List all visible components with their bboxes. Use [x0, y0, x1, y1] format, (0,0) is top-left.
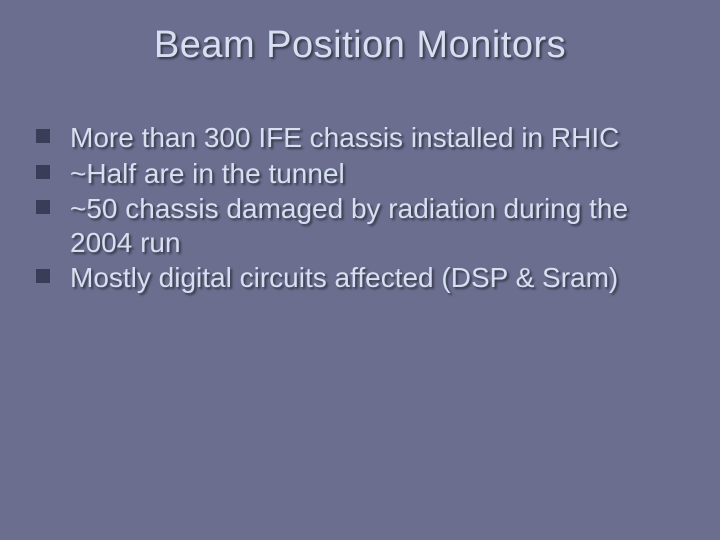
bullet-item: More than 300 IFE chassis installed in R… — [36, 121, 684, 155]
bullet-text: More than 300 IFE chassis installed in R… — [70, 122, 619, 153]
bullet-list: More than 300 IFE chassis installed in R… — [36, 121, 684, 295]
bullet-text: ~50 chassis damaged by radiation during … — [70, 193, 628, 258]
bullet-text: ~Half are in the tunnel — [70, 158, 345, 189]
square-bullet-icon — [36, 269, 50, 283]
slide-title: Beam Position Monitors — [36, 24, 684, 67]
bullet-item: ~50 chassis damaged by radiation during … — [36, 192, 684, 259]
bullet-text: Mostly digital circuits affected (DSP & … — [70, 262, 618, 293]
square-bullet-icon — [36, 200, 50, 214]
square-bullet-icon — [36, 165, 50, 179]
square-bullet-icon — [36, 129, 50, 143]
bullet-item: Mostly digital circuits affected (DSP & … — [36, 261, 684, 295]
slide: Beam Position Monitors More than 300 IFE… — [0, 0, 720, 540]
bullet-item: ~Half are in the tunnel — [36, 157, 684, 191]
